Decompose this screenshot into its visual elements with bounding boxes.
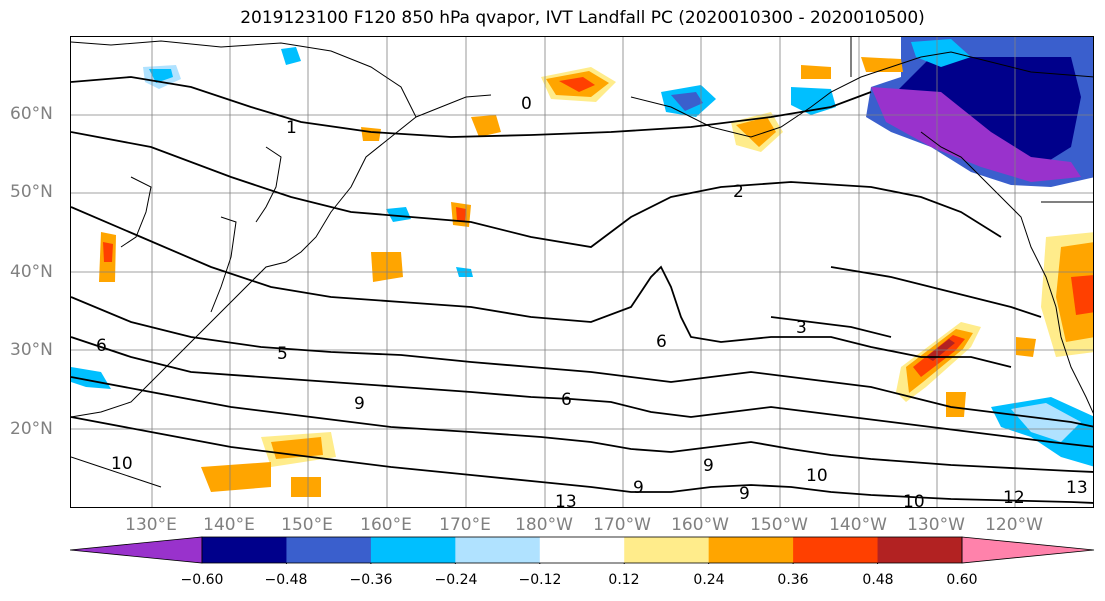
colorbar-tick-label: 0.24 bbox=[693, 572, 725, 588]
contour-label: 3 bbox=[796, 318, 807, 338]
contour-label: 0 bbox=[521, 94, 532, 114]
colorbar-segment bbox=[202, 537, 287, 563]
contour-label: 13 bbox=[1066, 478, 1088, 498]
colorbar-tick-label: 0.60 bbox=[946, 572, 978, 588]
contour-label: 9 bbox=[633, 478, 644, 498]
colorbar-tick-label: −0.36 bbox=[349, 572, 393, 588]
contour-label: 9 bbox=[354, 394, 365, 414]
lon-label-120w: 120°W bbox=[985, 515, 1043, 535]
lon-label-130w: 130°W bbox=[907, 515, 965, 535]
contour-label-group: 0 1 2 3 5 6 6 9 9 9 9 10 10 10 12 13 6 1… bbox=[96, 94, 1088, 508]
contour-label: 13 bbox=[555, 492, 577, 508]
contour-lines bbox=[71, 76, 1093, 504]
colorbar-tick-label: −0.48 bbox=[264, 572, 308, 588]
contour-label: 6 bbox=[96, 336, 107, 356]
lon-label-140e: 140°E bbox=[203, 515, 255, 535]
lat-label-40n: 40°N bbox=[10, 262, 53, 282]
lon-label-130e: 130°E bbox=[125, 515, 177, 535]
colorbar-outline bbox=[201, 536, 963, 564]
colorbar-segments bbox=[70, 536, 1095, 564]
contour-label: 2 bbox=[733, 182, 744, 202]
colorbar-tick-label: −0.60 bbox=[180, 572, 224, 588]
colorbar-segment bbox=[877, 537, 963, 563]
lon-label-150e: 150°E bbox=[281, 515, 333, 535]
contour-label: 10 bbox=[903, 492, 925, 508]
colorbar-ticks bbox=[285, 563, 879, 564]
contour-label: 1 bbox=[286, 118, 297, 138]
colorbar-tick-label: 0.48 bbox=[862, 572, 894, 588]
contour-label: 9 bbox=[739, 484, 750, 504]
colorbar-extend-low bbox=[70, 536, 203, 564]
colorbar-tick-label: −0.12 bbox=[518, 572, 562, 588]
map-svg: 0 1 2 3 5 6 6 9 9 9 9 10 10 10 12 13 6 1… bbox=[71, 37, 1093, 508]
contour-label: 9 bbox=[703, 456, 714, 476]
lat-label-60n: 60°N bbox=[10, 104, 53, 124]
graticule bbox=[71, 37, 1093, 507]
lat-label-50n: 50°N bbox=[10, 182, 53, 202]
colorbar-segment bbox=[793, 537, 879, 563]
contour-label: 12 bbox=[1003, 488, 1025, 508]
colorbar-segment bbox=[624, 537, 710, 563]
lon-label-150w: 150°W bbox=[750, 515, 808, 535]
colorbar-segment bbox=[539, 537, 625, 563]
contour-label: 10 bbox=[806, 466, 828, 486]
colorbar-segment bbox=[455, 537, 541, 563]
lon-label-140w: 140°W bbox=[829, 515, 887, 535]
colorbar-tick-label: −0.24 bbox=[434, 572, 478, 588]
lon-label-180w: 180°W bbox=[515, 515, 573, 535]
contour-label: 6 bbox=[656, 332, 667, 352]
colorbar-segment bbox=[286, 537, 372, 563]
lat-label-30n: 30°N bbox=[10, 340, 53, 360]
map-title: 2019123100 F120 850 hPa qvapor, IVT Land… bbox=[240, 8, 925, 28]
lon-label-170e: 170°E bbox=[439, 515, 491, 535]
colorbar-tick-label: 0.12 bbox=[608, 572, 640, 588]
colorbar-tick-label: 0.36 bbox=[777, 572, 809, 588]
colorbar-extend-high bbox=[961, 536, 1095, 564]
lat-label-20n: 20°N bbox=[10, 419, 53, 439]
colorbar-segment bbox=[708, 537, 794, 563]
coastlines bbox=[71, 37, 1093, 488]
contour-label: 5 bbox=[277, 344, 288, 364]
lon-label-170w: 170°W bbox=[593, 515, 651, 535]
lon-label-160e: 160°E bbox=[360, 515, 412, 535]
contour-label: 10 bbox=[111, 454, 133, 474]
map-panel: 0 1 2 3 5 6 6 9 9 9 9 10 10 10 12 13 6 1… bbox=[70, 36, 1094, 508]
contour-label: 6 bbox=[561, 390, 572, 410]
colorbar-segment bbox=[370, 537, 456, 563]
colorbar bbox=[70, 536, 1095, 564]
lon-label-160w: 160°W bbox=[671, 515, 729, 535]
